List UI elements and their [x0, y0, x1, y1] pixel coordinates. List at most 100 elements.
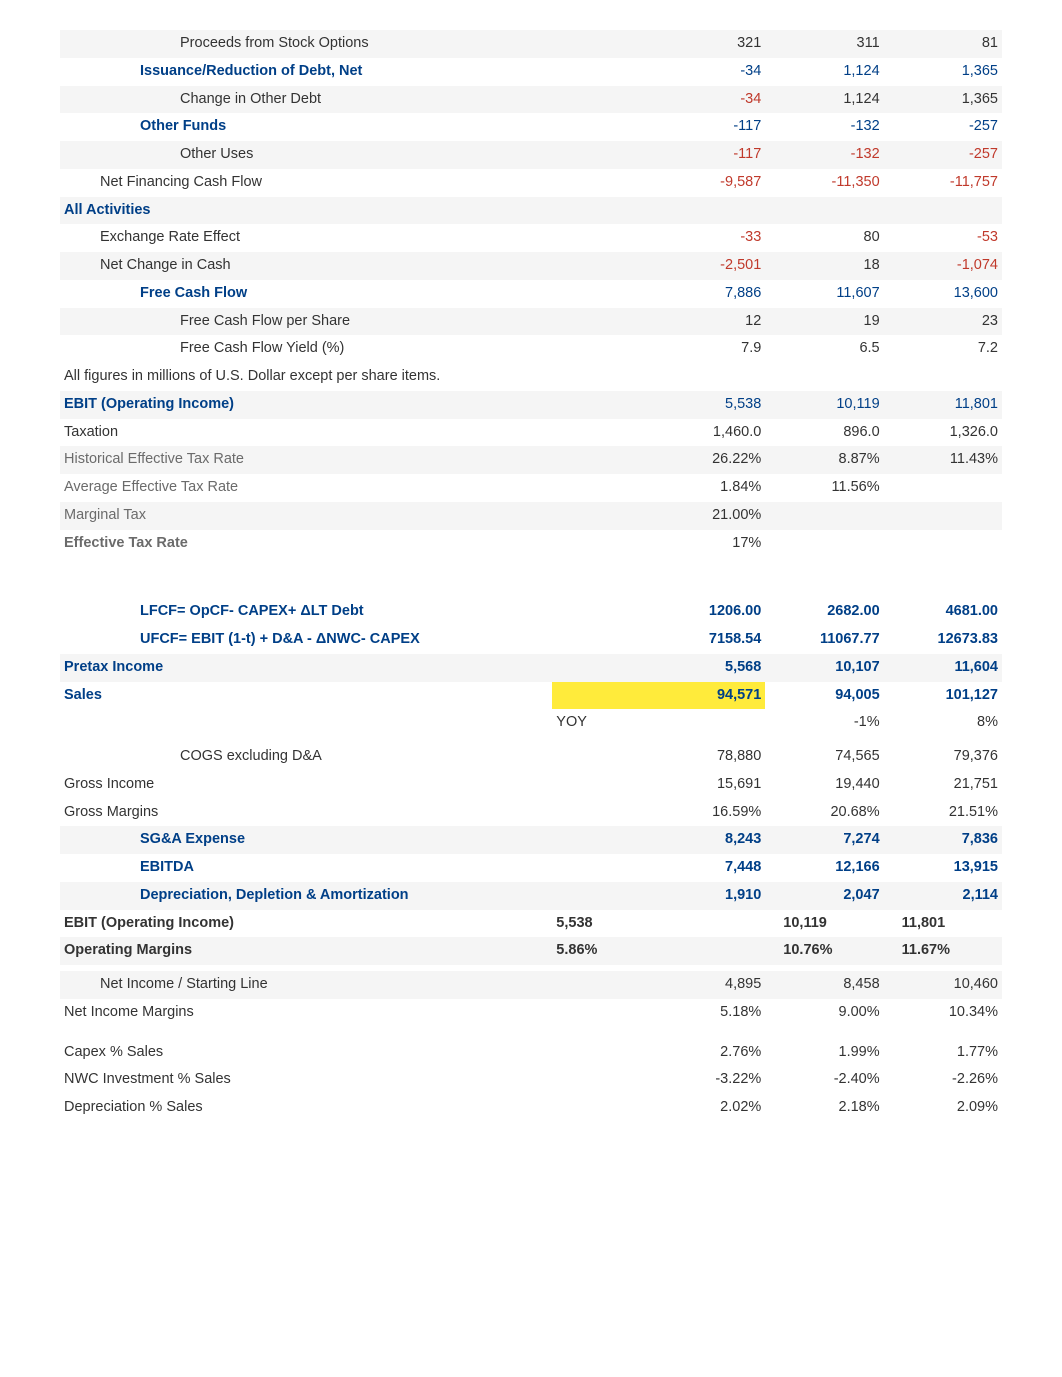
table-row: Issuance/Reduction of Debt, Net-341,1241…	[60, 58, 1002, 86]
financial-page: Proceeds from Stock Options32131181Issua…	[0, 0, 1062, 1162]
row-value: 5.18%	[647, 999, 765, 1027]
row-aux	[552, 502, 647, 530]
row-aux	[552, 363, 647, 391]
row-value	[765, 530, 883, 558]
row-value	[884, 530, 1002, 558]
row-value: 2.02%	[647, 1094, 765, 1122]
row-value: 1,365	[884, 58, 1002, 86]
row-aux	[552, 854, 647, 882]
row-label: Gross Margins	[60, 799, 552, 827]
table-row: EBIT (Operating Income)5,53810,11911,801	[60, 391, 1002, 419]
row-aux	[552, 197, 647, 225]
row-value: 5,568	[647, 654, 765, 682]
table-row: Gross Margins16.59%20.68%21.51%	[60, 799, 1002, 827]
row-aux	[552, 882, 647, 910]
row-value: 21.51%	[884, 799, 1002, 827]
row-value: 7,836	[884, 826, 1002, 854]
table-row: Sales94,57194,005101,127	[60, 682, 1002, 710]
row-aux	[552, 280, 647, 308]
row-aux	[552, 335, 647, 363]
row-value: -257	[884, 113, 1002, 141]
row-label: Free Cash Flow Yield (%)	[60, 335, 552, 363]
row-label: EBIT (Operating Income)	[60, 910, 552, 938]
row-value: 23	[884, 308, 1002, 336]
row-value: 8.87%	[765, 446, 883, 474]
row-value: -117	[647, 141, 765, 169]
row-value	[647, 197, 765, 225]
table-row: Net Income / Starting Line4,8958,45810,4…	[60, 971, 1002, 999]
row-value: -3.22%	[647, 1066, 765, 1094]
row-value: -11,350	[765, 169, 883, 197]
row-label: Net Income Margins	[60, 999, 552, 1027]
row-value: 6.5	[765, 335, 883, 363]
row-label: Net Income / Starting Line	[60, 971, 552, 999]
row-value: 13,600	[884, 280, 1002, 308]
row-value: 1,326.0	[884, 419, 1002, 447]
row-aux	[552, 1094, 647, 1122]
row-value: 21,751	[884, 771, 1002, 799]
table-row: Effective Tax Rate17%	[60, 530, 1002, 558]
row-aux	[552, 626, 647, 654]
row-value: -132	[765, 141, 883, 169]
row-value: 10,460	[884, 971, 1002, 999]
row-value: 10,119	[765, 910, 883, 938]
row-value: 1.84%	[647, 474, 765, 502]
table-row: Change in Other Debt-341,1241,365	[60, 86, 1002, 114]
row-value: 1,124	[765, 58, 883, 86]
row-value: -11,757	[884, 169, 1002, 197]
row-label: UFCF= EBIT (1-t) + D&A - ΔNWC- CAPEX	[60, 626, 552, 654]
row-value: -2.40%	[765, 1066, 883, 1094]
row-value: 11.43%	[884, 446, 1002, 474]
table-row: Net Financing Cash Flow-9,587-11,350-11,…	[60, 169, 1002, 197]
row-value	[647, 709, 765, 737]
row-label: Effective Tax Rate	[60, 530, 552, 558]
row-aux	[552, 743, 647, 771]
row-aux	[552, 585, 647, 626]
row-value: 12,166	[765, 854, 883, 882]
row-aux	[552, 30, 647, 58]
row-value: 4,895	[647, 971, 765, 999]
row-value	[884, 502, 1002, 530]
row-value: 311	[765, 30, 883, 58]
row-value: 78,880	[647, 743, 765, 771]
row-value: 1,460.0	[647, 419, 765, 447]
row-aux	[552, 682, 647, 710]
financials-table-1: Proceeds from Stock Options32131181Issua…	[60, 30, 1002, 557]
row-value: 1.77%	[884, 1039, 1002, 1067]
table-row: Taxation1,460.0896.01,326.0	[60, 419, 1002, 447]
row-value: -132	[765, 113, 883, 141]
row-value: -257	[884, 141, 1002, 169]
row-label: LFCF= OpCF- CAPEX+ ΔLT Debt	[60, 585, 552, 626]
row-label: Free Cash Flow per Share	[60, 308, 552, 336]
row-aux	[552, 1039, 647, 1067]
table-row: Free Cash Flow Yield (%)7.96.57.2	[60, 335, 1002, 363]
row-value: 2,114	[884, 882, 1002, 910]
row-aux	[552, 826, 647, 854]
row-label: Proceeds from Stock Options	[60, 30, 552, 58]
table-row: Depreciation, Depletion & Amortization 1,…	[60, 882, 1002, 910]
row-label: Net Change in Cash	[60, 252, 552, 280]
row-value: 1,910	[647, 882, 765, 910]
financials-table-2: LFCF= OpCF- CAPEX+ ΔLT Debt1206.002682.0…	[60, 585, 1002, 1122]
row-value: 11,604	[884, 654, 1002, 682]
row-value: 19,440	[765, 771, 883, 799]
row-label: All figures in millions of U.S. Dollar e…	[60, 363, 552, 391]
row-label: Average Effective Tax Rate	[60, 474, 552, 502]
row-value: -53	[884, 224, 1002, 252]
table-row: Depreciation % Sales2.02%2.18%2.09%	[60, 1094, 1002, 1122]
row-aux: 5.86%	[552, 937, 647, 965]
row-value: -2,501	[647, 252, 765, 280]
row-value: 7158.54	[647, 626, 765, 654]
row-value: 8%	[884, 709, 1002, 737]
row-label: Gross Income	[60, 771, 552, 799]
row-value: 321	[647, 30, 765, 58]
row-value: 2.18%	[765, 1094, 883, 1122]
row-label: Depreciation, Depletion & Amortization	[60, 882, 552, 910]
row-value	[884, 197, 1002, 225]
row-value: 2,047	[765, 882, 883, 910]
table-row: Other Funds-117-132-257	[60, 113, 1002, 141]
row-value: 4681.00	[884, 585, 1002, 626]
row-value: 21.00%	[647, 502, 765, 530]
row-value: -1,074	[884, 252, 1002, 280]
row-aux	[552, 169, 647, 197]
